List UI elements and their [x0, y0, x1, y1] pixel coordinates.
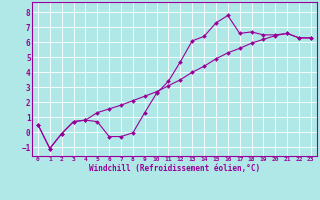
X-axis label: Windchill (Refroidissement éolien,°C): Windchill (Refroidissement éolien,°C): [89, 164, 260, 173]
